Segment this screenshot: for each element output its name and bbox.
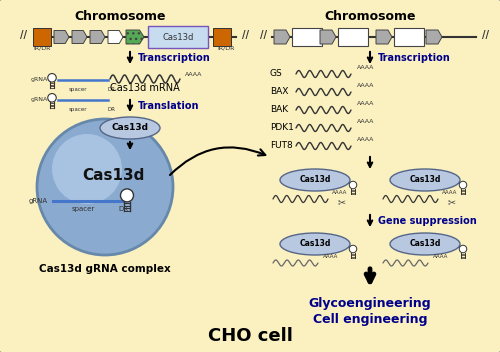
Text: Cas13d: Cas13d [300,239,330,249]
Text: Cas13d: Cas13d [410,176,440,184]
Text: AAAA: AAAA [357,119,374,124]
Circle shape [120,189,134,202]
Text: AAAA: AAAA [332,190,347,195]
Circle shape [349,181,357,189]
Text: Transcription: Transcription [378,53,451,63]
Text: AAAA: AAAA [357,83,374,88]
Polygon shape [90,31,105,44]
Text: spacer: spacer [72,206,94,212]
Polygon shape [126,30,144,44]
Text: Cas13d gRNA complex: Cas13d gRNA complex [39,264,171,274]
Text: CHO cell: CHO cell [208,327,292,345]
FancyBboxPatch shape [394,28,424,46]
Text: Chromosome: Chromosome [324,11,416,24]
Circle shape [48,94,56,102]
Text: IR/DR: IR/DR [218,45,234,50]
Text: //: // [20,30,26,40]
Text: ✂: ✂ [338,197,346,207]
Text: DR: DR [118,206,128,212]
Text: Cas13d: Cas13d [82,168,144,182]
Text: DR: DR [108,107,116,112]
Text: IR/DR: IR/DR [34,45,50,50]
Text: Cell engineering: Cell engineering [313,314,427,327]
Text: //: // [260,30,266,40]
Text: spacer: spacer [69,107,87,112]
Text: PDK1: PDK1 [270,124,294,132]
Polygon shape [376,30,392,44]
Text: AAAA: AAAA [442,190,458,195]
Ellipse shape [280,233,350,255]
Text: spacer: spacer [69,87,87,92]
Circle shape [52,134,122,204]
Polygon shape [320,30,336,44]
Polygon shape [274,30,290,44]
Ellipse shape [100,117,160,139]
Ellipse shape [390,233,460,255]
FancyBboxPatch shape [338,28,368,46]
Text: ✂: ✂ [448,197,456,207]
Polygon shape [426,30,442,44]
Text: Cas13d mRNA: Cas13d mRNA [110,83,180,93]
Ellipse shape [390,169,460,191]
FancyBboxPatch shape [33,28,51,46]
Circle shape [37,119,173,255]
Text: gRNA: gRNA [29,198,48,204]
Text: GS: GS [270,69,283,78]
Text: //: // [242,30,250,40]
Circle shape [459,181,467,189]
Text: AAAA: AAAA [357,65,374,70]
Text: Translation: Translation [138,101,200,111]
Text: AAAA: AAAA [357,137,374,142]
Ellipse shape [280,169,350,191]
Polygon shape [108,31,123,44]
Text: Gene suppression: Gene suppression [378,216,477,226]
Text: Cas13d: Cas13d [410,239,440,249]
Text: //: // [482,30,490,40]
Text: AAAA: AAAA [185,71,202,76]
Text: AAAA: AAAA [433,254,448,259]
Circle shape [349,245,357,253]
FancyBboxPatch shape [148,26,208,48]
Text: Cas13d: Cas13d [112,124,148,132]
Text: Chromosome: Chromosome [74,11,166,24]
Text: AAAA: AAAA [323,254,338,259]
FancyBboxPatch shape [292,28,322,46]
FancyBboxPatch shape [213,28,231,46]
Text: gRNA: gRNA [31,98,48,102]
Circle shape [48,74,56,82]
Text: DR: DR [108,87,116,92]
FancyArrowPatch shape [170,147,266,175]
Text: BAK: BAK [270,106,288,114]
Text: Transcription: Transcription [138,53,211,63]
Text: AAAA: AAAA [357,101,374,106]
Text: Glycoengineering: Glycoengineering [308,297,432,310]
Text: Cas13d: Cas13d [300,176,330,184]
Text: Cas13d: Cas13d [162,32,194,42]
Text: FUT8: FUT8 [270,142,293,151]
Text: gRNA: gRNA [31,77,48,82]
Polygon shape [72,31,87,44]
Circle shape [459,245,467,253]
Polygon shape [54,31,69,44]
Text: BAX: BAX [270,88,288,96]
